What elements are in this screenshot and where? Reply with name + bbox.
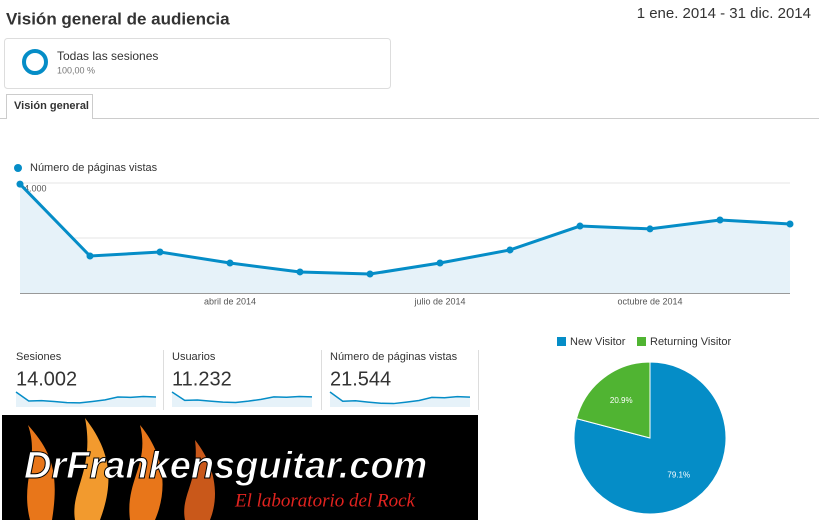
segment-icon: [22, 49, 48, 75]
tab-box[interactable]: [6, 94, 93, 119]
legend-marker: [14, 164, 22, 172]
flame: [27, 425, 55, 520]
point: [646, 225, 654, 233]
flame: [129, 425, 163, 520]
legend-marker: [637, 337, 646, 346]
metric-label: Número de páginas vistas: [330, 351, 458, 363]
segment-share: 100,00 %: [57, 65, 95, 75]
flame: [74, 418, 109, 520]
legend-label: New Visitor: [570, 336, 626, 348]
point: [226, 259, 234, 267]
point: [716, 216, 724, 224]
slice-label: 20.9%: [610, 396, 633, 405]
legend-label: Número de páginas vistas: [30, 162, 158, 174]
point: [366, 270, 374, 278]
pie-slice: [575, 361, 651, 439]
x-tick-label: julio de 2014: [413, 296, 465, 306]
point: [86, 252, 94, 260]
point: [16, 180, 24, 188]
sparkline-area: [330, 392, 470, 407]
sparkline: [329, 391, 471, 405]
segment-box[interactable]: [4, 38, 391, 89]
logo: DrFrankensguitar.com El laboratorio del …: [2, 415, 478, 520]
metric-value: 14.002: [16, 368, 77, 390]
x-tick-label: abril de 2014: [204, 296, 256, 306]
point: [296, 268, 304, 276]
slice-label: 79.1%: [667, 470, 690, 479]
sparkline-area: [16, 392, 156, 407]
sparkline: [171, 391, 313, 404]
area: [20, 184, 790, 293]
tab-cover: [7, 116, 92, 120]
point: [576, 222, 584, 230]
metric-label: Sesiones: [16, 351, 62, 363]
logo-title: DrFrankensguitar.com: [24, 445, 427, 487]
point: [786, 220, 794, 228]
line: [18, 183, 791, 276]
metric-value: 11.232: [172, 368, 232, 390]
legend-label: Returning Visitor: [650, 336, 731, 348]
sparkline: [15, 391, 157, 404]
point: [156, 248, 164, 256]
page-title: Visión general de audiencia: [6, 9, 230, 28]
legend-marker: [557, 337, 566, 346]
logo-tagline: El laboratorio del Rock: [234, 490, 416, 511]
y-tick-label: 4.000: [24, 183, 47, 193]
metric-value: 21.544: [330, 368, 391, 390]
segment-name: Todas las sesiones: [57, 49, 158, 63]
tab-label[interactable]: Visión general: [14, 100, 89, 112]
metric-label: Usuarios: [172, 351, 216, 363]
point: [436, 259, 444, 267]
date-range[interactable]: 1 ene. 2014 - 31 dic. 2014: [637, 5, 811, 22]
x-tick-label: octubre de 2014: [617, 296, 682, 306]
flame: [184, 440, 215, 520]
sparkline-area: [172, 392, 312, 407]
point: [506, 246, 514, 254]
